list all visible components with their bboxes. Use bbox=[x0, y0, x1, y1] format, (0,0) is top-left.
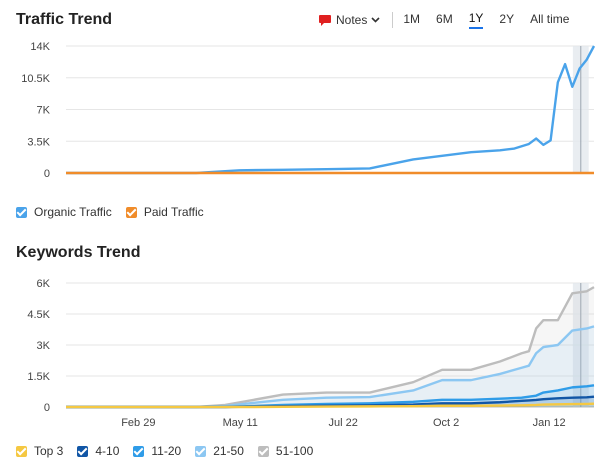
series-area bbox=[66, 326, 594, 407]
y-tick-label: 14K bbox=[30, 41, 50, 53]
notes-icon bbox=[319, 14, 331, 26]
checkbox-icon[interactable] bbox=[16, 445, 27, 457]
legend-paid-traffic[interactable]: Paid Traffic bbox=[125, 205, 204, 219]
checkbox-icon[interactable] bbox=[77, 445, 89, 457]
series-line bbox=[66, 402, 595, 409]
legend-top-3[interactable]: Top 3 bbox=[16, 444, 63, 458]
x-tick-label: Jul 22 bbox=[329, 417, 358, 429]
chevron-down-icon bbox=[371, 17, 380, 23]
notes-label: Notes bbox=[336, 13, 368, 27]
checkbox-icon[interactable] bbox=[195, 445, 207, 457]
y-tick-label: 10.5K bbox=[21, 73, 50, 85]
legend-label: 21-50 bbox=[213, 444, 244, 458]
legend-label: 51-100 bbox=[275, 444, 314, 458]
legend-organic-traffic[interactable]: Organic Traffic bbox=[16, 205, 112, 219]
x-tick-label: Oct 2 bbox=[433, 417, 459, 429]
keywords-legend: Top 3 4-10 11-20 21-50 51-100 bbox=[16, 444, 327, 458]
keywords-chart: 6K 4.5K 3K 1.5K 0 Feb 29 May 11 Jul 22 Oct 2 Jan … bbox=[27, 278, 595, 429]
series-area bbox=[66, 287, 594, 407]
notes-button[interactable]: Notes bbox=[318, 13, 380, 27]
range-all-time[interactable]: All time bbox=[530, 12, 570, 26]
checkbox-icon[interactable] bbox=[257, 445, 269, 457]
keywords-trend-title: Keywords Trend bbox=[16, 244, 141, 261]
series-line bbox=[66, 45, 596, 175]
legend-label: Organic Traffic bbox=[34, 205, 112, 219]
legend-label: Top 3 bbox=[34, 444, 64, 458]
x-tick-label: May 11 bbox=[223, 417, 258, 429]
legend-label: 11-20 bbox=[151, 444, 182, 458]
checkbox-icon[interactable] bbox=[133, 445, 145, 457]
legend-11-20[interactable]: 11-20 bbox=[133, 444, 181, 458]
series-area bbox=[66, 385, 594, 407]
range-2y[interactable]: 2Y bbox=[499, 12, 515, 26]
range-toolbar: Notes 1M 6M 1Y 2Y All time bbox=[318, 10, 569, 30]
range-6m[interactable]: 6M bbox=[436, 12, 453, 26]
legend-51-100[interactable]: 51-100 bbox=[257, 444, 314, 458]
y-tick-label: 0 bbox=[44, 168, 50, 180]
y-tick-label: 3K bbox=[37, 340, 51, 352]
toolbar-divider bbox=[392, 12, 394, 28]
range-1m[interactable]: 1M bbox=[403, 12, 421, 26]
y-tick-label: 3.5K bbox=[27, 136, 50, 148]
y-tick-label: 0 bbox=[44, 402, 50, 414]
legend-4-10[interactable]: 4-10 bbox=[77, 444, 119, 458]
x-tick-label: Feb 29 bbox=[121, 417, 155, 429]
y-tick-label: 6K bbox=[37, 278, 51, 290]
legend-label: 4-10 bbox=[95, 444, 120, 458]
x-tick-label: Jan 12 bbox=[533, 417, 566, 429]
legend-21-50[interactable]: 21-50 bbox=[195, 444, 244, 458]
y-tick-label: 1.5K bbox=[27, 371, 50, 383]
y-tick-label: 4.5K bbox=[27, 309, 50, 321]
legend-label: Paid Traffic bbox=[143, 205, 204, 219]
checkbox-icon[interactable] bbox=[125, 206, 137, 218]
y-tick-label: 7K bbox=[37, 105, 51, 117]
range-1y[interactable]: 1Y bbox=[468, 11, 484, 29]
checkbox-icon[interactable] bbox=[16, 206, 27, 218]
traffic-legend: Organic Traffic Paid Traffic bbox=[16, 205, 218, 219]
traffic-trend-title: Traffic Trend bbox=[16, 11, 113, 28]
traffic-chart: 14K 10.5K 7K 3.5K 0 bbox=[21, 41, 596, 180]
